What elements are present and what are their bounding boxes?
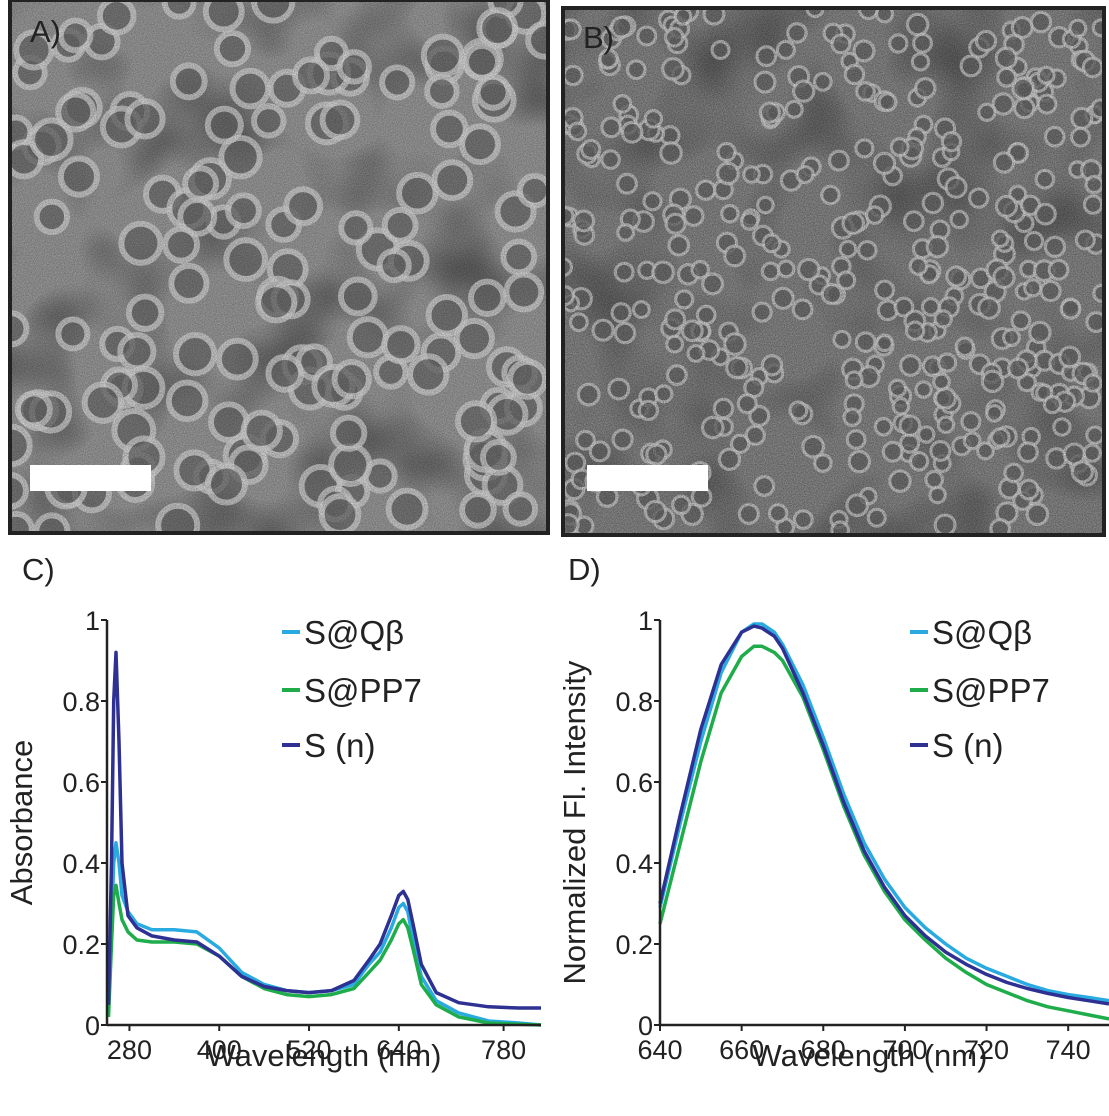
y-tick-label: 0.8 [615,687,653,717]
y-tick-label: 0 [638,1011,653,1041]
x-tick-label: 700 [882,1035,927,1065]
legend-label: S (n) [932,727,1004,764]
image-grain [563,8,1104,535]
y-tick-label: 0.6 [62,768,100,798]
y-tick-label: 0.8 [62,687,100,717]
y-tick-label: 1 [638,606,653,636]
legend-label: S (n) [304,727,376,764]
x-tick-label: 740 [1046,1035,1091,1065]
y-tick-label: 0.2 [615,930,653,960]
y-tick-label: 0.2 [62,930,100,960]
x-axis-title: Wavelength (nm) [753,1038,988,1073]
image-frame [8,0,550,535]
y-tick-label: 0.6 [615,768,653,798]
panel-label: D) [568,552,601,587]
y-axis-title: Normalized Fl. Intensity [557,660,592,984]
panel-label: B) [583,20,614,55]
x-tick-label: 400 [197,1035,242,1065]
data-line [106,650,541,1010]
image-frame [561,6,1106,537]
data-line [658,644,1109,1021]
scale-bar [30,465,151,491]
image-grain [10,0,548,533]
legend-label: S@Qβ [304,614,404,651]
x-tick-label: 720 [964,1035,1009,1065]
data-line [106,883,542,1027]
scale-bar [587,465,708,491]
y-tick-label: 1 [85,606,100,636]
data-line [106,841,542,1027]
y-tick-label: 0.4 [615,849,653,879]
legend-label: S@PP7 [304,672,422,709]
legend-label: S@PP7 [932,672,1050,709]
x-axis-title: Wavelength (nm) [207,1038,442,1073]
x-tick-label: 640 [637,1035,682,1065]
legend-label: S@Qβ [932,614,1032,651]
x-tick-label: 660 [719,1035,764,1065]
x-tick-label: 520 [287,1035,332,1065]
x-tick-label: 680 [801,1035,846,1065]
x-tick-label: 640 [376,1035,421,1065]
x-tick-label: 780 [481,1035,526,1065]
panel-label: C) [22,552,55,587]
y-tick-label: 0 [85,1011,100,1041]
panel-label: A) [30,14,61,49]
y-tick-label: 0.4 [62,849,100,879]
x-tick-label: 280 [107,1035,152,1065]
data-line [658,624,1109,1006]
y-axis-title: Absorbance [4,740,39,905]
